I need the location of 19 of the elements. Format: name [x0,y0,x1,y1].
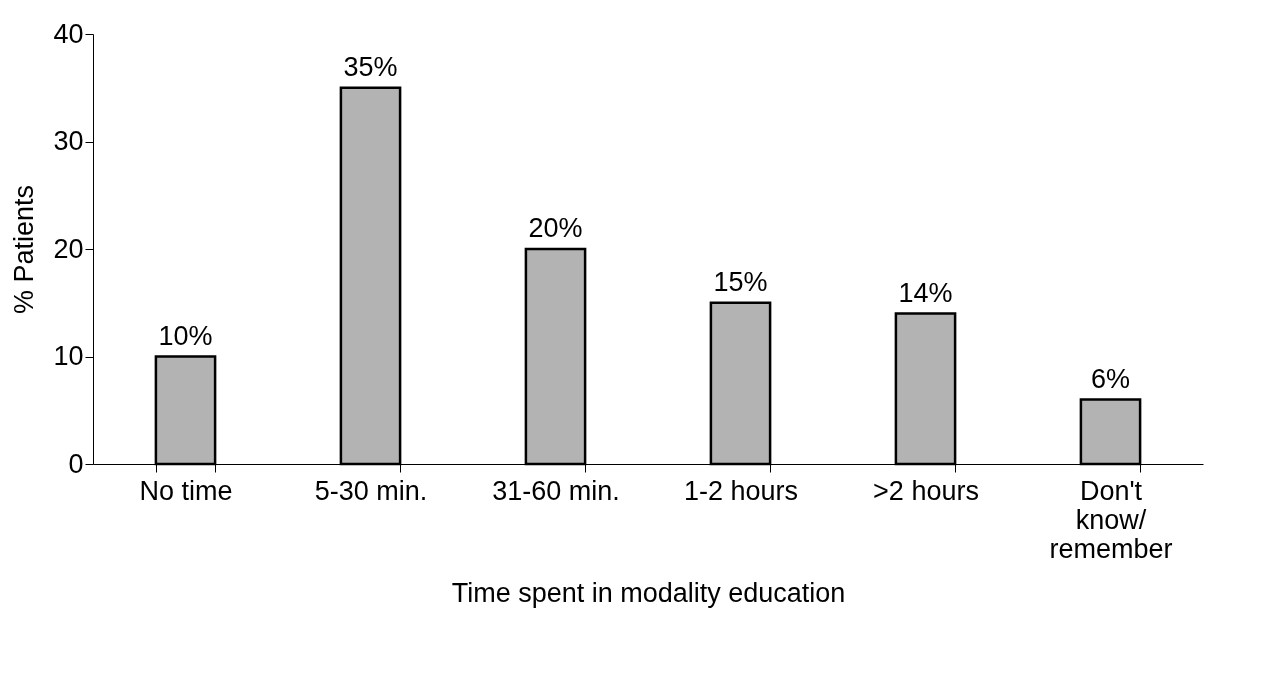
x-tick-label: 31-60 min. [492,475,620,506]
x-tick-label: 5-30 min. [314,475,428,506]
y-axis-title: % Patients [9,184,40,315]
data-label: 35% [343,51,398,82]
data-label: 6% [1090,363,1131,394]
data-label: 14% [898,277,953,308]
x-tick-label: 1-2 hours [683,475,799,506]
x-tick-label: >2 hours [873,475,979,506]
y-tick-label: 0 [68,448,84,479]
data-label: 20% [528,213,583,243]
y-tick-label: 40 [53,18,84,49]
x-tick-label: No time [139,475,233,506]
y-tick-label: 10 [53,341,84,371]
data-label: 15% [713,266,768,297]
y-tick-label: 20 [53,233,84,264]
data-label: 10% [158,320,213,351]
y-tick-label: 30 [53,126,84,156]
x-tick-label: Don't know/ remember [1049,475,1173,564]
x-axis-title: Time spent in modality education [451,577,846,608]
